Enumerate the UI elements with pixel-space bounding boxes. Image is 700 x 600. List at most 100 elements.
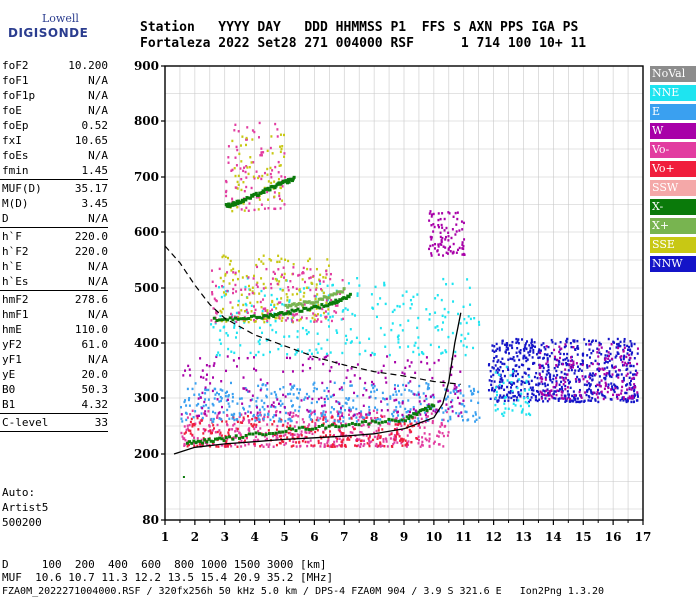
echo-point: [242, 303, 245, 307]
echo-point: [248, 405, 251, 408]
echo-point: [252, 356, 255, 359]
param-name: h`E: [2, 260, 22, 273]
echo-point: [273, 414, 276, 417]
echo-point: [284, 395, 287, 398]
echo-point: [449, 406, 452, 409]
echo-point: [423, 432, 426, 435]
echo-point: [434, 297, 437, 300]
echo-point: [189, 420, 192, 424]
echo-point: [341, 432, 344, 435]
echo-point: [552, 374, 555, 377]
echo-point: [488, 379, 491, 382]
trace-point: [340, 424, 344, 428]
echo-point: [564, 400, 567, 403]
echo-point: [419, 402, 422, 406]
echo-point: [285, 279, 288, 282]
trace-point: [347, 423, 351, 427]
echo-point: [350, 417, 353, 420]
trace-point: [290, 179, 294, 183]
echo-point: [388, 422, 391, 426]
echo-point: [342, 438, 345, 441]
echo-point: [543, 346, 546, 349]
echo-point: [491, 366, 494, 369]
trace-point: [312, 301, 316, 305]
echo-point: [243, 418, 246, 421]
echo-point: [344, 307, 347, 310]
echo-point: [213, 362, 216, 365]
echo-point: [297, 391, 300, 395]
echo-point: [447, 235, 450, 238]
echo-point: [393, 434, 396, 437]
echo-point: [522, 357, 525, 360]
echo-point: [333, 423, 336, 426]
trace-point: [234, 434, 238, 438]
echo-point: [240, 309, 243, 312]
echo-point: [457, 390, 460, 393]
echo-point: [269, 172, 272, 176]
echo-point: [201, 443, 204, 447]
echo-point: [589, 372, 592, 375]
param-value: 20.0: [81, 368, 109, 381]
echo-point: [227, 395, 230, 398]
echo-point: [248, 429, 251, 433]
echo-point: [395, 398, 398, 402]
echo-point: [239, 144, 242, 147]
echo-point: [221, 405, 224, 409]
echo-point: [572, 339, 575, 342]
echo-point: [538, 382, 541, 385]
echo-point: [274, 165, 277, 169]
echo-point: [201, 418, 204, 421]
echo-point: [266, 405, 269, 408]
echo-point: [469, 303, 472, 306]
echo-point: [572, 390, 575, 393]
echo-point: [270, 176, 273, 179]
echo-point: [197, 428, 200, 431]
echo-point: [375, 315, 378, 319]
echo-point: [185, 418, 188, 422]
echo-point: [289, 419, 292, 423]
echo-point: [302, 271, 305, 275]
echo-point: [264, 431, 267, 435]
trace-point: [407, 417, 411, 421]
param-value: 10.200: [68, 59, 108, 72]
echo-point: [399, 405, 402, 408]
echo-point: [406, 443, 409, 447]
echo-point: [433, 440, 436, 444]
echo-point: [245, 176, 248, 179]
echo-point: [234, 123, 237, 126]
echo-point: [542, 389, 545, 392]
trace-point: [286, 305, 290, 309]
echo-point: [594, 339, 597, 343]
echo-point: [581, 359, 584, 362]
echo-point: [250, 161, 253, 164]
header-labels: Station YYYY DAY DDD HHMMSS P1 FFS S AXN…: [140, 20, 579, 35]
echo-point: [613, 366, 616, 370]
echo-point: [315, 307, 318, 310]
echo-point: [325, 300, 328, 303]
echo-point: [379, 424, 382, 427]
trace-point: [201, 441, 205, 445]
echo-point: [260, 203, 263, 206]
echo-point: [292, 272, 295, 276]
echo-point: [316, 332, 319, 335]
echo-point: [266, 173, 269, 176]
legend-item-sse: SSE: [650, 237, 696, 253]
echo-point: [395, 437, 398, 440]
echo-point: [270, 303, 273, 307]
echo-point: [432, 212, 435, 216]
trace-point: [319, 297, 323, 301]
trace-point: [405, 415, 409, 419]
echo-point: [219, 276, 222, 280]
echo-point: [544, 397, 547, 400]
echo-point: [619, 399, 622, 402]
echo-point: [437, 212, 440, 215]
trace-point: [185, 441, 189, 445]
param-value: 220.0: [74, 230, 108, 243]
echo-point: [577, 369, 580, 372]
echo-point: [546, 370, 549, 373]
echo-point: [393, 399, 396, 402]
echo-point: [290, 428, 293, 432]
echo-point: [604, 381, 607, 385]
echo-point: [501, 342, 504, 345]
echo-point: [537, 390, 540, 394]
